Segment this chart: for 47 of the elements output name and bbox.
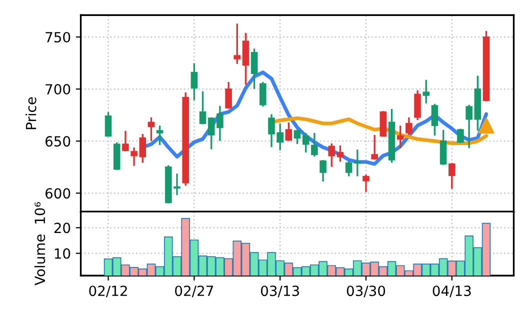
- candlestick: [362, 174, 370, 192]
- x-tick-label: 02/12: [89, 286, 127, 298]
- candlestick: [431, 104, 438, 136]
- candlestick: [208, 117, 215, 150]
- candlestick: [122, 130, 129, 152]
- y-tick-label: 750: [46, 32, 70, 42]
- candlestick: [380, 111, 387, 137]
- candlestick: [242, 33, 250, 85]
- y-tick-label: 10: [54, 248, 70, 259]
- candlestick: [396, 126, 404, 148]
- candlestick: [414, 90, 421, 120]
- candlestick: [148, 117, 155, 141]
- candlestick: [190, 63, 198, 100]
- x-tick-label: 04/13: [432, 286, 471, 298]
- candlestick: [466, 104, 472, 148]
- candlestick: [216, 106, 224, 141]
- candlestick: [294, 130, 301, 144]
- y-tick-label: 700: [46, 84, 70, 95]
- x-tick-label: 03/13: [260, 286, 299, 298]
- candlestick: [234, 24, 241, 64]
- candlestick: [345, 161, 352, 176]
- candlestick: [250, 48, 258, 89]
- candlestick: [285, 122, 292, 141]
- candlestick: [354, 150, 361, 176]
- candlestick: [406, 117, 412, 135]
- candlestick: [311, 132, 318, 156]
- candlestick: [260, 82, 266, 107]
- x-tick-label: 03/30: [346, 286, 386, 298]
- candlestick: [336, 145, 344, 162]
- candlestick: [328, 143, 336, 167]
- candlestick: [156, 126, 164, 146]
- y-tick-label: 650: [46, 136, 70, 147]
- y-axis-title: Price: [26, 97, 36, 130]
- candlestick: [104, 112, 112, 137]
- y-tick-label: 20: [54, 222, 70, 234]
- candlestick: [199, 91, 206, 124]
- candlestick: [371, 135, 378, 160]
- candlestick: [448, 163, 456, 189]
- x-tick-label: 02/27: [175, 286, 214, 298]
- candlestick: [422, 80, 430, 104]
- candlestick: [225, 82, 232, 109]
- candlestick: [457, 128, 464, 143]
- candlestick: [302, 132, 310, 152]
- candlestick: [320, 160, 326, 182]
- candlestick: [440, 130, 447, 165]
- y-tick-label: 600: [46, 188, 70, 199]
- y-axis-title: Volume 10⁶: [34, 202, 46, 286]
